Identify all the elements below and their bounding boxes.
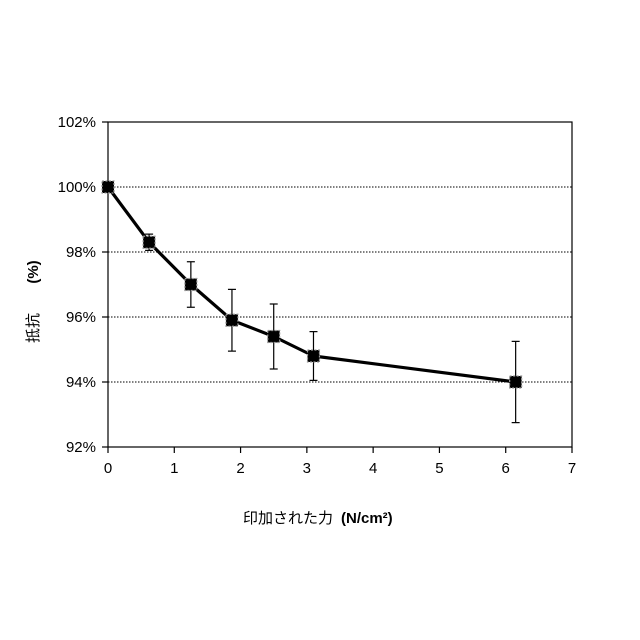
- data-point: [509, 375, 523, 389]
- y-tick-label: 96%: [66, 309, 96, 326]
- data-point: [101, 180, 115, 194]
- x-axis-unit: (N/cm²): [341, 510, 393, 527]
- x-tick-label: 1: [170, 460, 178, 477]
- data-point: [225, 313, 239, 327]
- x-tick-label: 4: [369, 460, 377, 477]
- x-axis-title: 印加された力: [243, 509, 333, 527]
- data-point: [184, 277, 198, 292]
- y-tick-label: 102%: [58, 114, 96, 131]
- y-tick-label: 98%: [66, 244, 96, 261]
- y-axis-ticks: 92% 94% 96% 98% 100% 102%: [58, 114, 108, 456]
- y-axis-unit: (%): [25, 260, 42, 283]
- plot-area-frame: [107, 121, 573, 448]
- x-tick-label: 7: [568, 460, 576, 477]
- y-axis-title: 抵抗: [24, 313, 42, 343]
- error-bars: [104, 183, 520, 424]
- y-tick-label: 92%: [66, 439, 96, 456]
- x-tick-label: 0: [104, 460, 112, 477]
- x-tick-label: 3: [303, 460, 311, 477]
- y-tick-label: 100%: [58, 179, 96, 196]
- data-point: [267, 329, 281, 344]
- data-point: [142, 235, 156, 249]
- gridlines: [108, 186, 572, 383]
- x-tick-label: 2: [236, 460, 244, 477]
- x-tick-label: 5: [435, 460, 443, 477]
- data-point: [306, 349, 321, 363]
- data-markers: [101, 180, 523, 389]
- x-axis-ticks: 0 1 2 3 4 5 6 7: [104, 447, 576, 477]
- y-tick-label: 94%: [66, 374, 96, 391]
- x-tick-label: 6: [502, 460, 510, 477]
